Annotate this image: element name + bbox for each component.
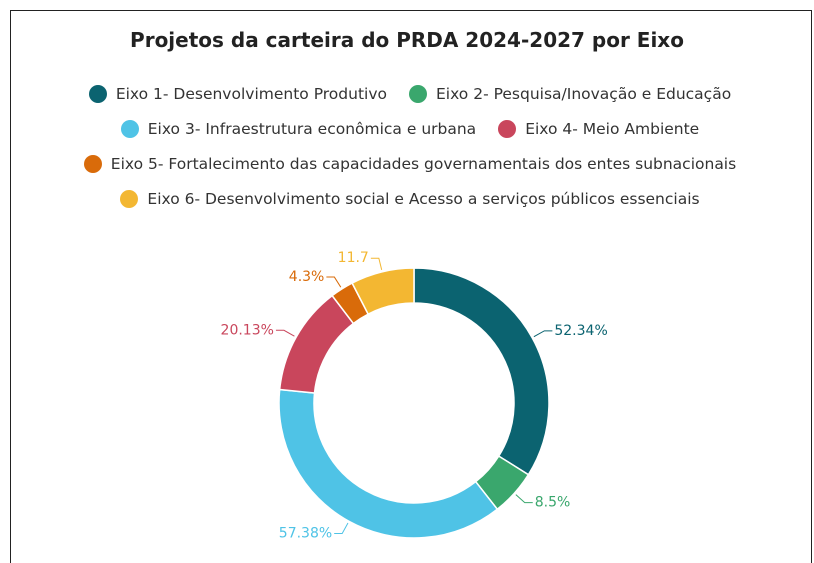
legend-item: Eixo 6- Desenvolvimento social e Acesso … <box>120 189 700 208</box>
legend-swatch <box>120 189 139 208</box>
donut-slice <box>278 294 355 394</box>
leader-line <box>334 522 349 535</box>
data-label: 8.5% <box>535 495 571 511</box>
legend-swatch <box>83 154 102 173</box>
donut-slice <box>413 267 550 476</box>
legend-label: Eixo 1- Desenvolvimento Produtivo <box>115 84 387 103</box>
frame <box>10 10 812 563</box>
legend-label: Eixo 2- Pesquisa/Inovação e Educação <box>436 84 732 103</box>
data-label: 11.7 <box>338 250 369 266</box>
legend-label: Eixo 3- Infraestrutura econômica e urban… <box>147 119 477 138</box>
data-label: 57.38% <box>279 526 332 542</box>
leader-line <box>275 329 295 337</box>
legend-swatch <box>498 119 517 138</box>
legend-item: Eixo 5- Fortalecimento das capacidades g… <box>83 154 737 173</box>
leader-line <box>515 494 533 504</box>
chart-title: Projetos da carteira do PRDA 2024-2027 p… <box>130 28 684 52</box>
legend-item: Eixo 4- Meio Ambiente <box>498 119 700 138</box>
legend-item: Eixo 3- Infraestrutura econômica e urban… <box>120 119 477 138</box>
data-label: 52.34% <box>554 323 607 339</box>
legend-label: Eixo 5- Fortalecimento das capacidades g… <box>110 154 737 173</box>
legend-label: Eixo 4- Meio Ambiente <box>525 119 700 138</box>
legend-swatch <box>120 119 139 138</box>
legend-row: Eixo 5- Fortalecimento das capacidades g… <box>10 146 810 181</box>
legend-item: Eixo 2- Pesquisa/Inovação e Educação <box>409 84 732 103</box>
donut-slice <box>278 388 499 539</box>
legend-row: Eixo 1- Desenvolvimento Produtivo Eixo 2-… <box>10 76 810 111</box>
legend-label: Eixo 6- Desenvolvimento social e Acesso … <box>147 189 700 208</box>
legend: Eixo 1- Desenvolvimento Produtivo Eixo 2-… <box>10 76 810 216</box>
legend-row: Eixo 3- Infraestrutura econômica e urban… <box>10 111 810 146</box>
leader-line <box>533 330 553 338</box>
legend-swatch <box>88 84 107 103</box>
legend-item: Eixo 1- Desenvolvimento Produtivo <box>88 84 387 103</box>
legend-swatch <box>409 84 427 103</box>
data-label: 20.13% <box>221 322 274 338</box>
leader-line <box>370 257 383 270</box>
donut-slice <box>351 267 415 316</box>
data-label: 4.3% <box>289 269 325 285</box>
leader-line <box>326 276 342 288</box>
legend-row: Eixo 6- Desenvolvimento social e Acesso … <box>10 181 810 216</box>
